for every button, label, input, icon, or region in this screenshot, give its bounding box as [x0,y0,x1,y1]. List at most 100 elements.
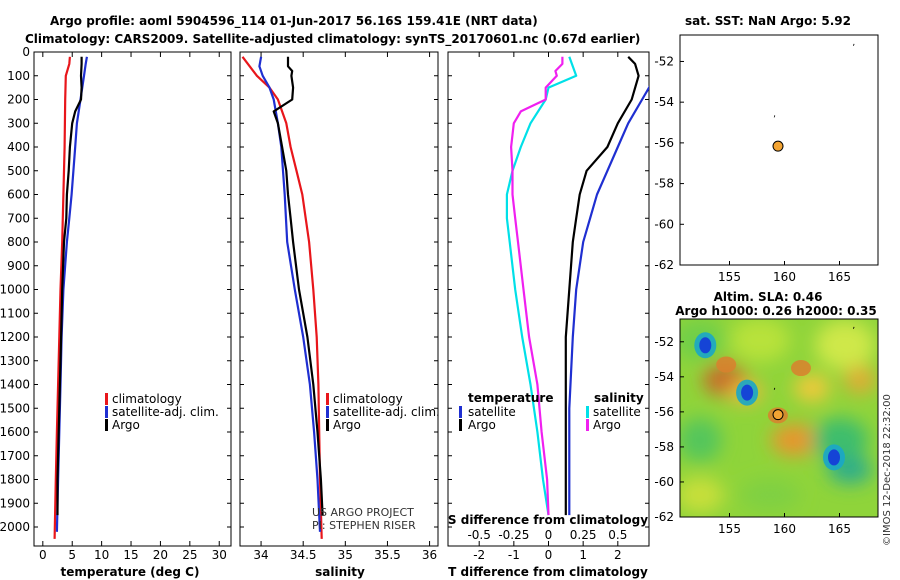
x-tick-label: 35 [338,548,353,562]
map-y-tick-label: -60 [654,475,674,489]
s-diff-tick-label: -0.25 [498,528,529,542]
series-line-argo [272,56,324,516]
legend-argo: Argo [333,418,361,432]
salinity-series [241,56,324,539]
map-y-tick-label: -54 [654,370,674,384]
s-diff-tick-label: -0.5 [467,528,490,542]
temperature-xlabel: temperature (deg C) [61,565,200,579]
sst-map-title: sat. SST: NaN Argo: 5.92 [685,14,851,28]
sla-high-core [716,356,737,373]
sla-blob [815,320,875,370]
series-line-temperature-argo [564,56,640,516]
profile-location-marker [772,140,784,152]
salinity-x-ticks: 34 34.5 35 35.5 36 [253,52,437,562]
sst-map-ticks: 155 160 165 -52 -54 -56 -58 -60 -62 [654,54,851,284]
depth-tick-label: 1300 [0,354,30,368]
depth-tick-label: 600 [7,188,30,202]
x-tick-label: 0 [39,548,47,562]
difference-axes-frame [447,51,650,547]
salinity-diff-legend: salinity satellite Argo [586,391,644,432]
depth-tick-label: 1100 [0,306,30,320]
sla-map-title: Altim. SLA: 0.46 [714,290,823,304]
s-diff-tick-label: 0.25 [570,528,597,542]
legend-swatch-climatology [326,393,329,405]
legend-s-satellite: satellite [593,405,641,419]
depth-tick-label: 2000 [0,520,30,534]
imos-watermark: ©IMOS 12-Dec-2018 22:32:00 [882,394,893,546]
series-line-climatology [241,56,323,539]
sla-high-core [791,360,811,377]
x-tick-label: 30 [212,548,227,562]
s-difference-label: S difference from climatology [448,513,648,527]
x-tick-label: 34 [253,548,268,562]
depth-tick-label: 900 [7,259,30,273]
map-y-tick-label: -56 [654,405,674,419]
depth-tick-label: 800 [7,235,30,249]
sla-map-ticks: 155 160 165 -52 -54 -56 -58 -60 -62 [654,335,851,536]
map-y-tick-label: -62 [654,258,674,272]
legend-temperature-heading: temperature [468,391,553,405]
map-x-tick-label: 155 [718,522,741,536]
depth-tick-label: 700 [7,211,30,225]
depth-tick-label: 0 [22,45,30,59]
series-line-climatology [53,56,71,539]
legend-swatch-satellite [105,406,108,418]
x-tick-label: -2 [473,548,485,562]
salinity-panel: 34 34.5 35 35.5 36 salinity climatology sate… [239,51,440,579]
depth-tick-label: 1600 [0,425,30,439]
figure-title-line2: Climatology: CARS2009. Satellite-adjuste… [25,32,640,47]
sla-blob [740,479,800,511]
sla-map: Altim. SLA: 0.46 Argo h1000: 0.26 h2000:… [654,290,879,536]
legend-swatch-t-satellite [459,406,462,418]
map-y-tick-label: -60 [654,217,674,231]
map-x-tick-label: 165 [828,522,851,536]
legend-t-satellite: satellite [468,405,516,419]
depth-tick-label: 500 [7,164,30,178]
difference-x-ticks: -2 -1 0 1 2 -0.5 -0.25 0 0.25 0.5 [467,52,627,562]
legend-swatch-argo [326,419,329,431]
depth-tick-label: 1500 [0,401,30,415]
sst-map: sat. SST: NaN Argo: 5.92 155 160 165 -52 -54… [654,14,879,284]
temperature-axes-frame [33,51,232,547]
sla-low-core [828,449,840,466]
x-tick-label: 20 [153,548,168,562]
map-y-tick-label: -52 [654,335,674,349]
track-mark: , [852,38,855,48]
sla-blob [730,319,790,362]
track-mark: , [773,382,776,392]
sla-map-marks: ,, [772,321,855,421]
project-credit: US ARGO PROJECT [312,506,414,519]
map-x-tick-label: 160 [773,270,796,284]
series-line-temperature-satellite [568,85,649,516]
sla-map-subtitle: Argo h1000: 0.26 h2000: 0.35 [675,304,876,318]
legend-swatch-satellite [326,406,329,418]
figure-title-line1: Argo profile: aoml 5904596_114 01-Jun-20… [50,14,538,29]
temperature-panel: 0100200300400500600700800900100011001200… [0,45,649,579]
legend-swatch-climatology [105,393,108,405]
series-line-salinity-argo [510,56,564,516]
depth-tick-label: 400 [7,140,30,154]
x-tick-label: 34.5 [290,548,317,562]
x-tick-label: 0 [545,548,553,562]
map-y-tick-label: -58 [654,440,674,454]
map-x-tick-label: 155 [718,270,741,284]
x-tick-label: 2 [614,548,622,562]
salinity-legend: climatology satellite-adj. clim. Argo [326,392,440,432]
legend-satellite: satellite-adj. clim. [112,405,219,419]
depth-tick-label: 200 [7,93,30,107]
depth-tick-label: 1400 [0,378,30,392]
salinity-xlabel: salinity [315,565,365,579]
map-y-tick-label: -54 [654,95,674,109]
sla-map-frame [679,318,879,518]
depth-tick-label: 300 [7,116,30,130]
difference-panel: -2 -1 0 1 2 -0.5 -0.25 0 0.25 0.5 T difference fr… [447,51,650,579]
legend-swatch-s-satellite [586,406,589,418]
sla-low-core [741,384,754,401]
sla-blob [680,477,724,513]
profile-location-marker [772,409,784,421]
sla-blob [794,374,830,402]
map-y-tick-label: -52 [654,54,674,68]
depth-tick-label: 1700 [0,449,30,463]
series-line-satellite-adj-clim- [258,56,322,532]
